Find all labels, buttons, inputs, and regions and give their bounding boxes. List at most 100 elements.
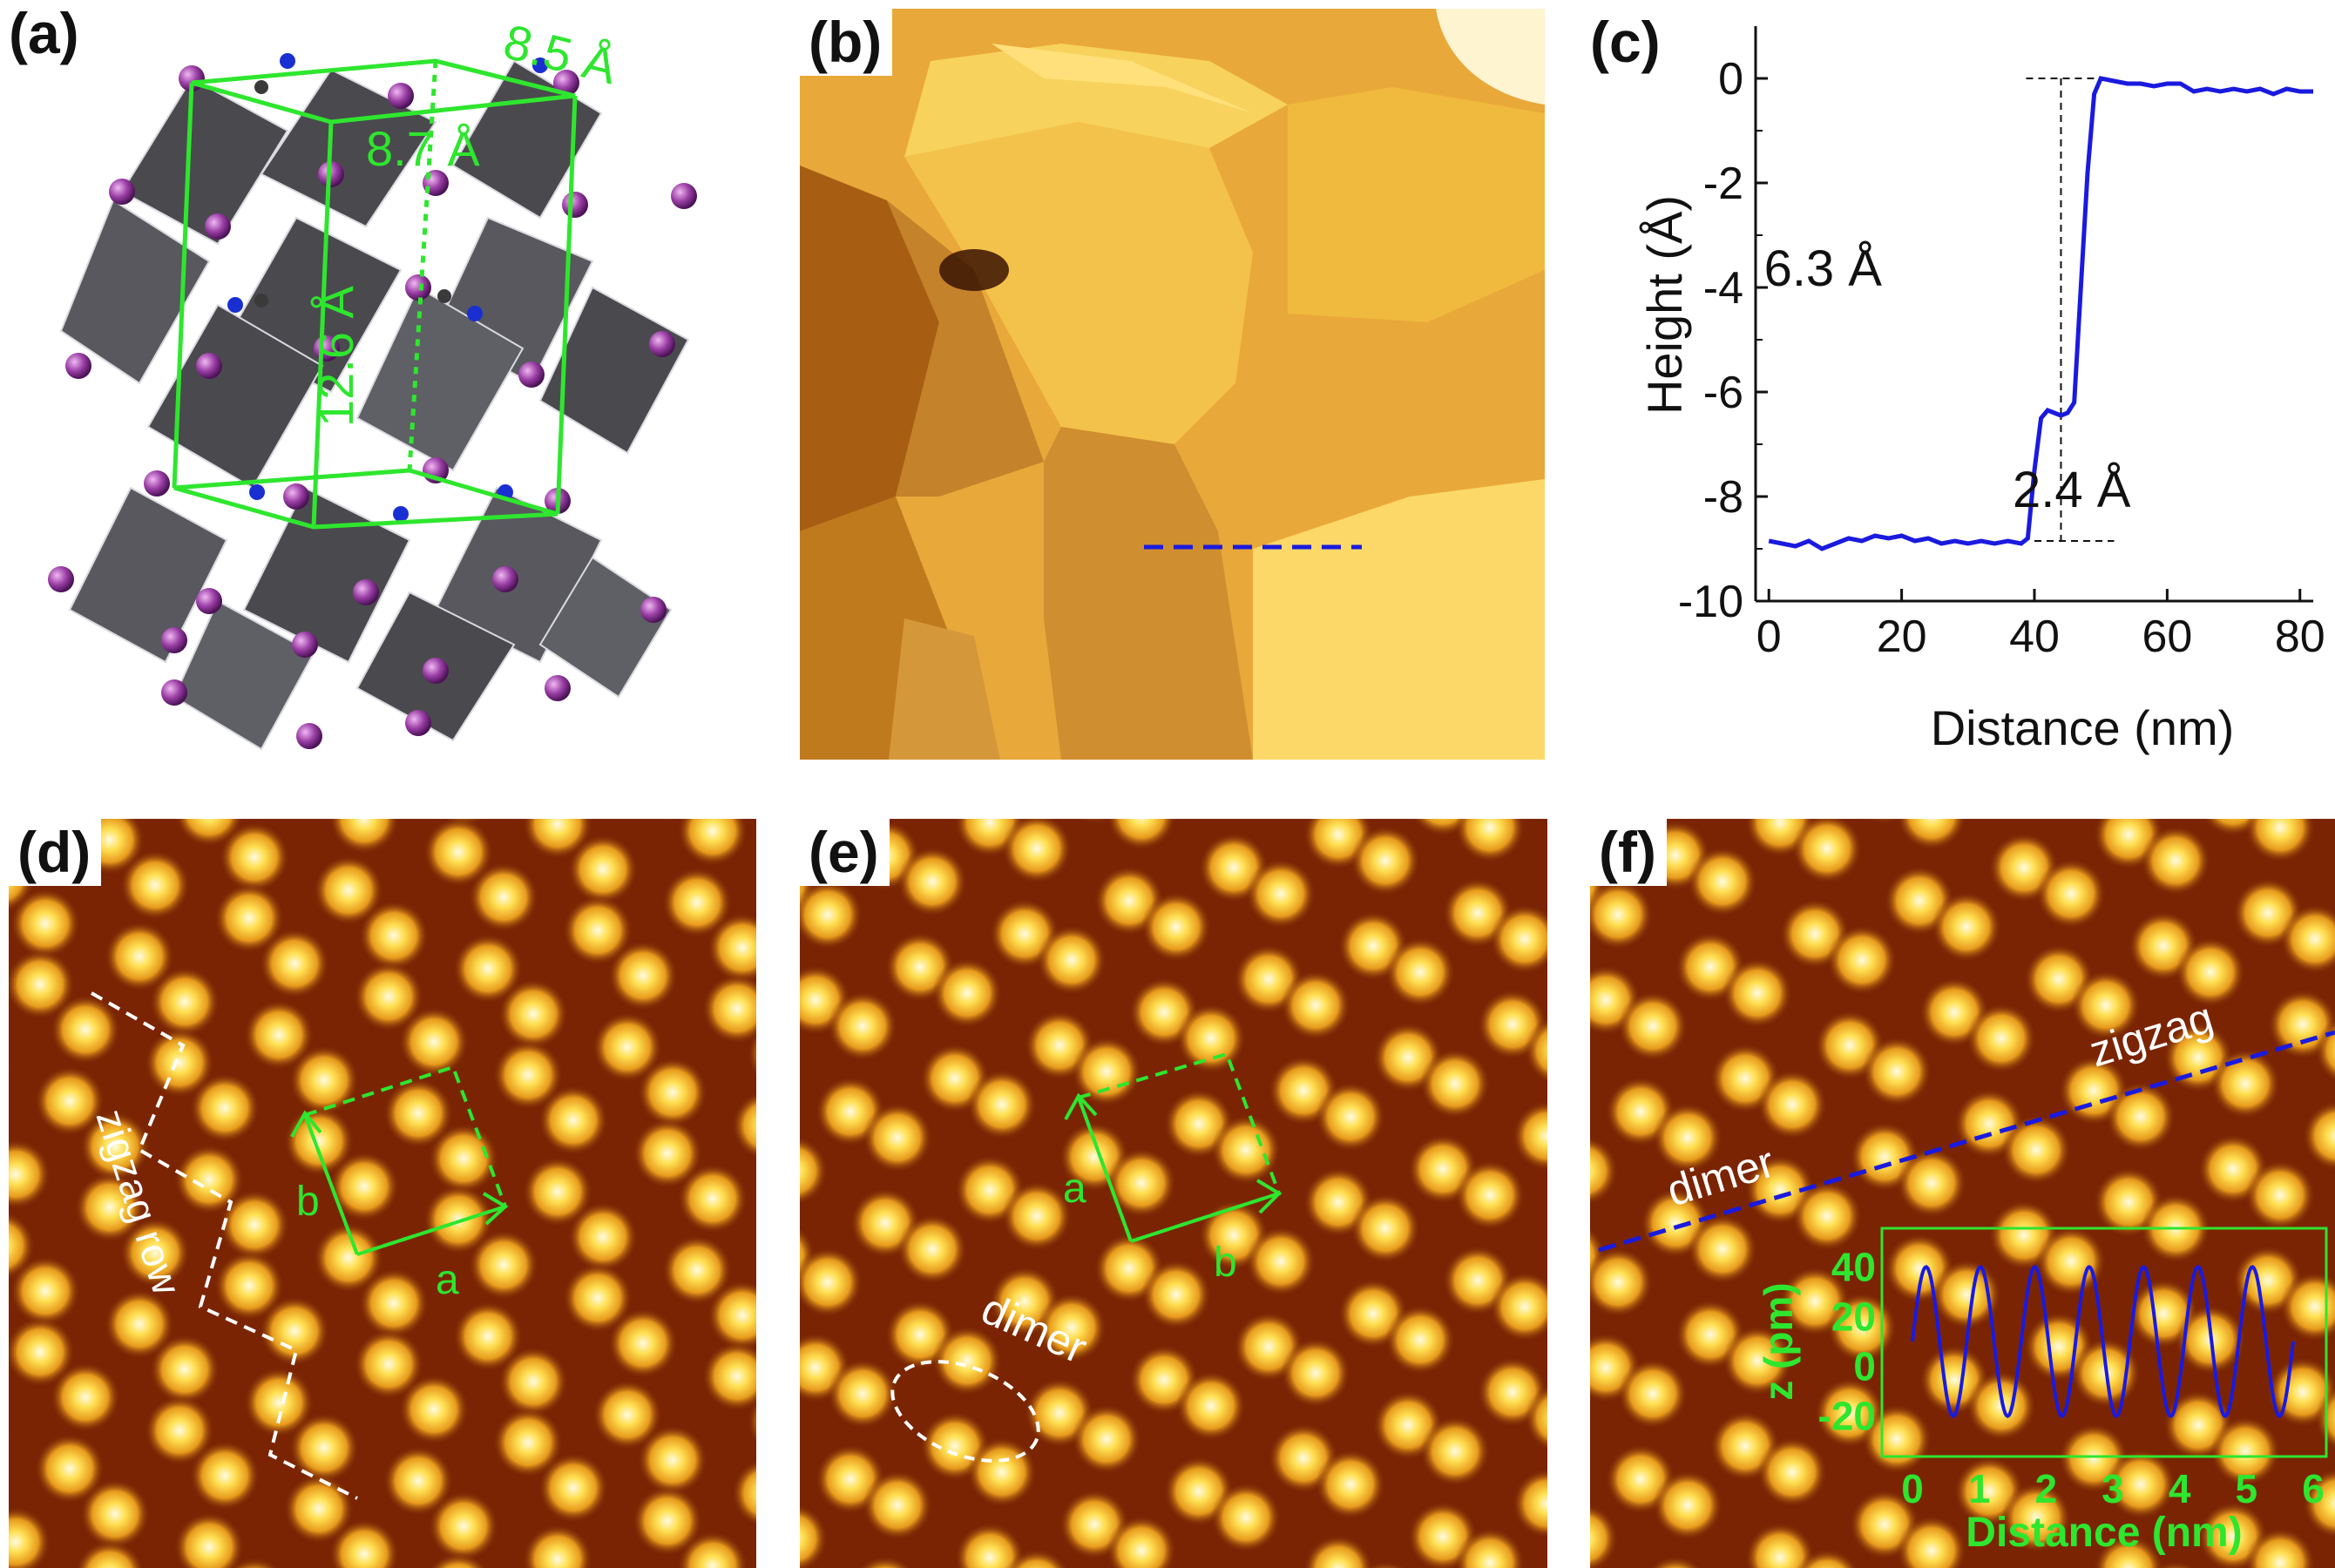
panel-a: (a)	[0, 0, 741, 758]
atom	[2106, 1082, 2176, 1152]
panel-e-label: (e)	[800, 819, 890, 887]
atom	[800, 1247, 863, 1317]
atom	[329, 1152, 399, 1221]
nitrogen-atom	[393, 506, 409, 522]
iodide-atom	[196, 353, 222, 379]
atom	[469, 862, 538, 932]
atom	[702, 974, 756, 1044]
panel-c: (c) 0 -2 -4 -6 -8 -10 0 20 40 60 80 6.3 Å 2.4 Å D…	[1581, 9, 2335, 767]
atom	[9, 1424, 10, 1447]
atom	[592, 1380, 662, 1450]
atom	[967, 1070, 1037, 1139]
nitrogen-atom	[467, 306, 483, 321]
atom	[150, 967, 220, 1037]
atom	[354, 962, 423, 1031]
atom	[1316, 1082, 1385, 1152]
atom	[9, 1057, 10, 1079]
atom	[1002, 819, 1072, 883]
atom	[1745, 1523, 1815, 1568]
atom	[120, 1218, 190, 1288]
atom	[493, 1408, 563, 1477]
atom	[2245, 1528, 2315, 1568]
iodide-atom	[161, 679, 187, 706]
terrace	[992, 44, 1253, 113]
atom	[638, 1425, 707, 1495]
stm-atomic-image: zigzag row b a	[9, 819, 756, 1568]
atom-lattice	[800, 819, 1547, 1568]
atom	[1897, 819, 1966, 850]
atom	[568, 1202, 638, 1272]
atom	[707, 1281, 756, 1350]
atom-lattice	[9, 819, 756, 1568]
atom	[1316, 1450, 1385, 1519]
atom	[858, 1556, 912, 1568]
atom	[932, 1326, 1002, 1396]
y-ticks: 0 -2 -4 -6 -8 -10	[1678, 54, 1768, 627]
atom	[828, 991, 897, 1061]
atom	[145, 1396, 214, 1465]
terrace	[889, 618, 1000, 760]
atom	[638, 1058, 707, 1127]
boundary-line	[1598, 1030, 2335, 1253]
atom	[897, 1214, 967, 1284]
atom	[2036, 859, 2106, 929]
atom	[80, 1479, 150, 1549]
nitrogen-atom	[227, 297, 243, 313]
atom	[354, 1329, 423, 1399]
atom	[423, 819, 493, 887]
terrace	[1044, 427, 1253, 760]
atom	[214, 1251, 284, 1321]
atom	[1490, 904, 1547, 974]
atom	[220, 1190, 289, 1260]
iodide-atom	[671, 183, 697, 209]
iodide-atom	[196, 588, 222, 614]
x-ticks: 0 20 40 60 80	[1756, 589, 2325, 662]
atom	[633, 1486, 702, 1556]
atom	[75, 1173, 145, 1242]
iodide-atom	[296, 723, 322, 749]
atom	[1897, 1516, 1966, 1568]
dimer-outline	[890, 1360, 1040, 1463]
crystal-structure: 8.5 Å 8.7 Å 12.6 Å	[48, 14, 697, 751]
terrace	[887, 200, 1044, 497]
arrow-b	[290, 1110, 322, 1138]
atom	[260, 1296, 329, 1366]
atom	[9, 1507, 51, 1568]
terrace	[904, 44, 1288, 157]
atom	[2036, 1227, 2106, 1296]
atom	[429, 1491, 498, 1561]
atom	[1688, 1214, 1757, 1284]
atom	[1072, 1037, 1141, 1106]
atom	[10, 1256, 80, 1326]
atom	[1513, 1469, 1547, 1538]
atom	[967, 1437, 1037, 1507]
atom	[1490, 1272, 1547, 1342]
inset-x-tick-label: 4	[2169, 1466, 2191, 1511]
zigzag-path	[91, 991, 358, 1500]
label-a: a	[436, 1257, 459, 1303]
atom	[2106, 1450, 2176, 1519]
terrace	[1235, 270, 1545, 531]
atom	[678, 1531, 748, 1568]
iodide-atom	[492, 566, 518, 592]
atom	[1688, 847, 1757, 916]
atom	[1002, 1181, 1072, 1251]
iodide-atom	[353, 579, 379, 605]
series-line	[1768, 76, 2313, 551]
atom	[314, 1223, 383, 1293]
atom	[1590, 1247, 1653, 1317]
atom	[314, 855, 383, 925]
atom	[1005, 1549, 1068, 1568]
atom	[1897, 1148, 1966, 1218]
arrow-a	[1064, 1092, 1098, 1120]
atom	[1618, 991, 1688, 1061]
atom	[897, 847, 967, 916]
iodide-atom	[144, 470, 170, 497]
atom	[260, 929, 329, 998]
iodide-atom	[48, 566, 74, 592]
atom	[592, 1012, 662, 1082]
atom	[244, 1000, 314, 1070]
atom	[1757, 1437, 1827, 1507]
atom	[732, 1092, 756, 1159]
